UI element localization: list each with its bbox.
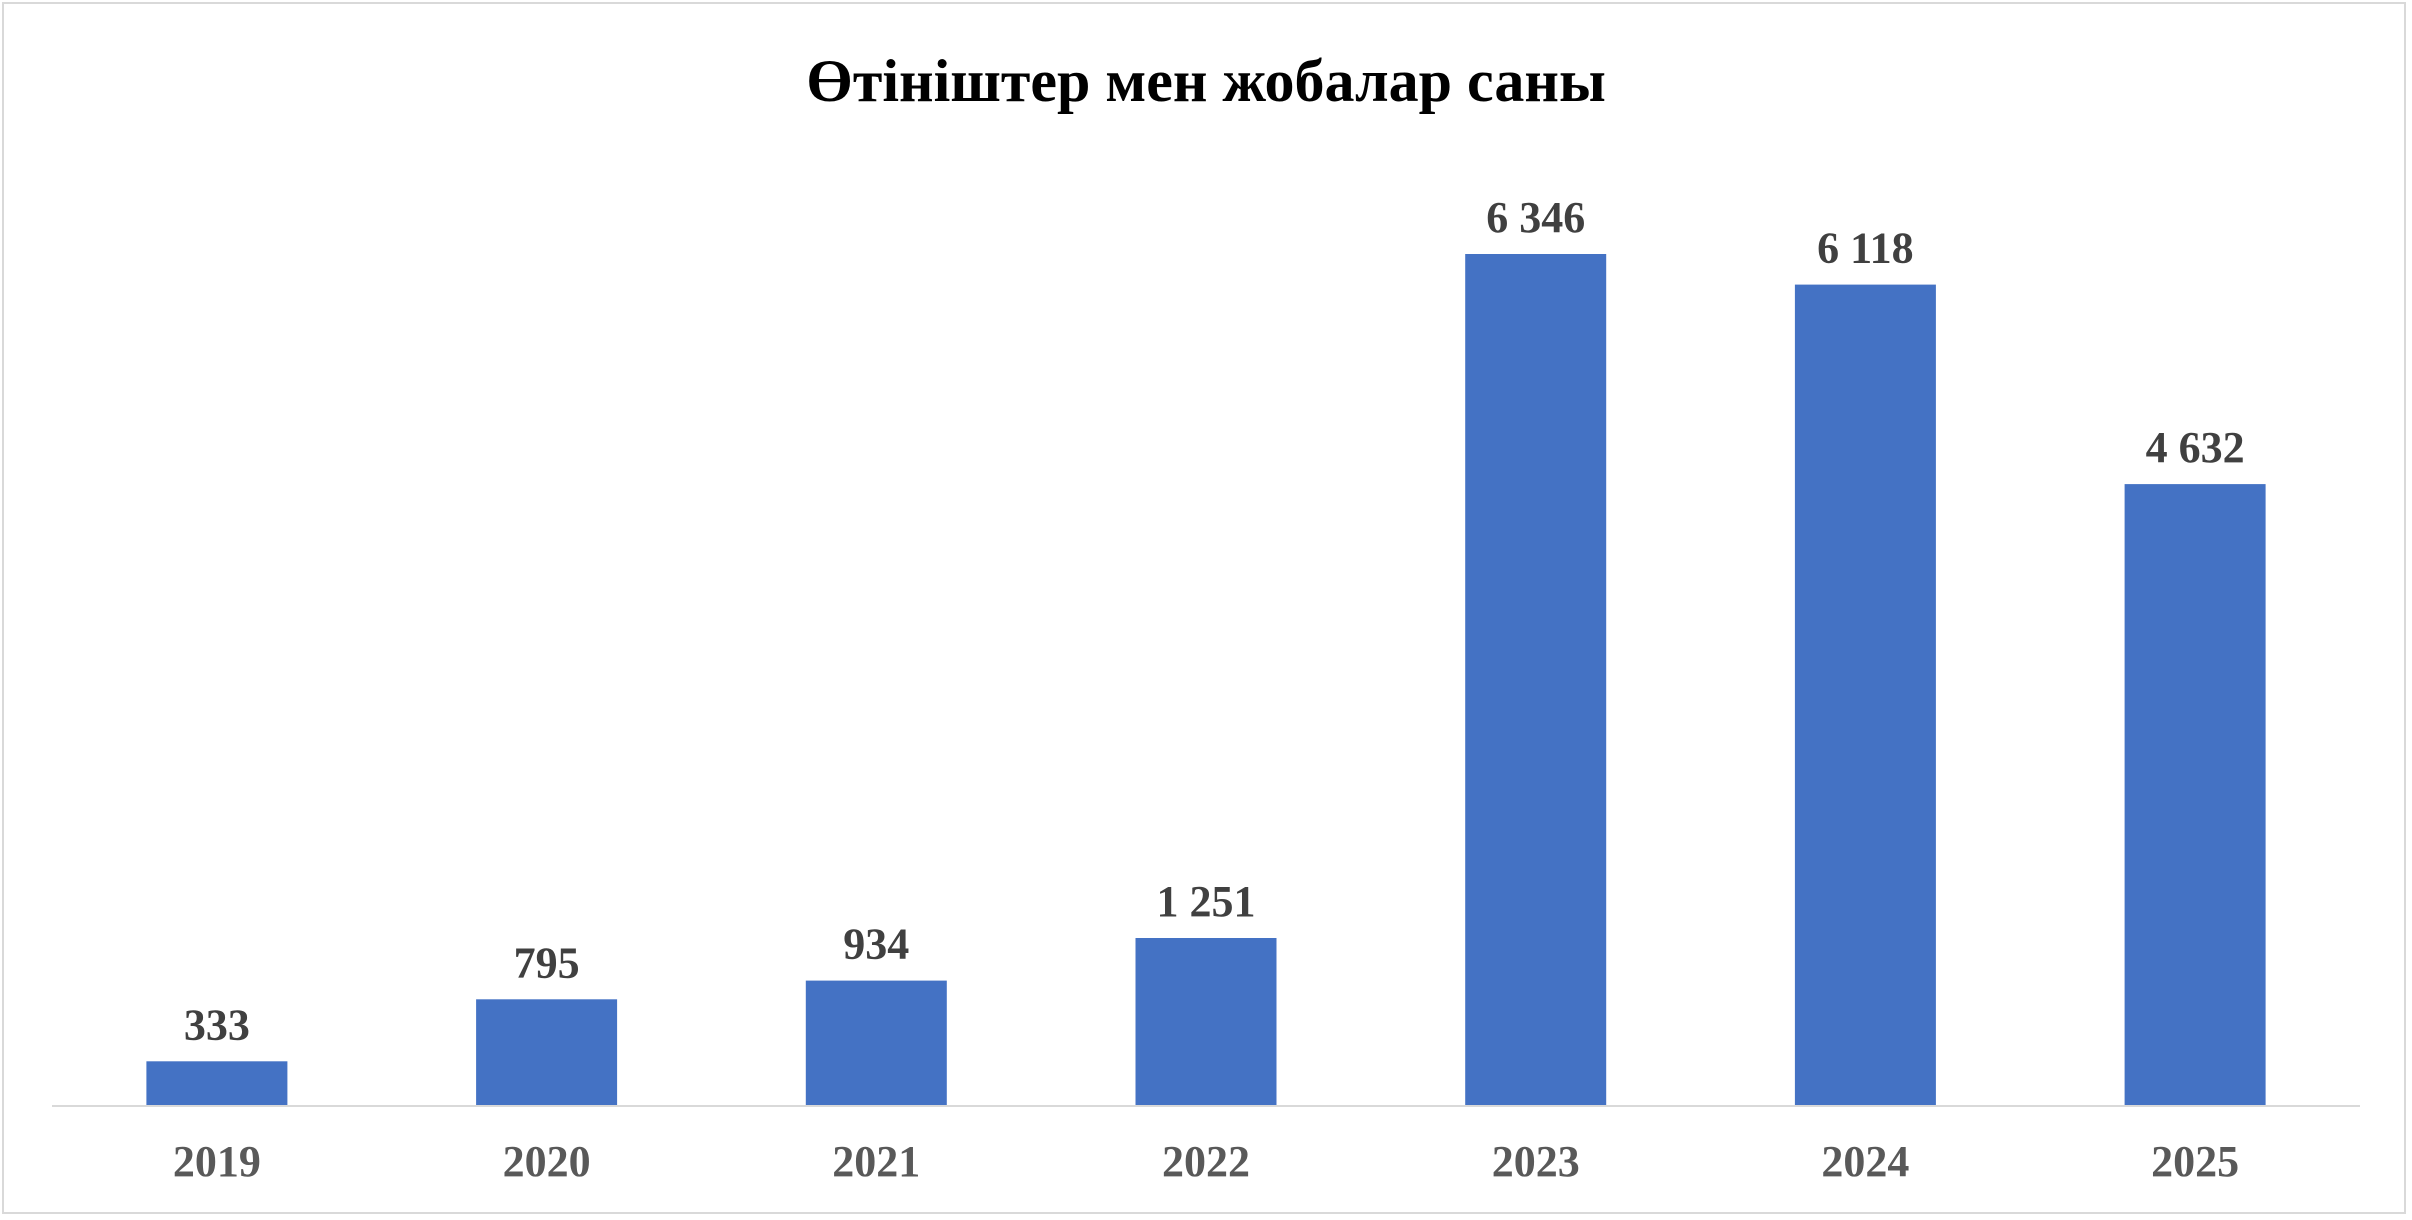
x-tick-label-2022: 2022: [1162, 1137, 1250, 1186]
data-label-2020: 795: [514, 938, 580, 987]
bar-2019: [146, 1061, 288, 1106]
data-label-2025: 4 632: [2146, 423, 2245, 472]
bar-2024: [1794, 284, 1936, 1107]
data-label-2022: 1 251: [1157, 877, 1256, 926]
x-tick-label-2024: 2024: [1821, 1137, 1909, 1186]
data-label-2021: 934: [843, 920, 909, 969]
data-label-2024: 6 118: [1817, 224, 1914, 273]
bars-layer: [146, 254, 2266, 1107]
bar-2021: [805, 980, 947, 1106]
x-tick-label-2023: 2023: [1492, 1137, 1580, 1186]
bar-2025: [2124, 484, 2266, 1107]
x-tick-label-2019: 2019: [173, 1137, 261, 1186]
bar-2020: [476, 999, 618, 1106]
x-tick-label-2020: 2020: [503, 1137, 591, 1186]
data-labels-layer: 333 795 934 1 251 6 346 6 118 4 632: [184, 193, 2245, 1049]
chart-title: Өтініштер мен жобалар саны: [806, 48, 1606, 114]
x-tick-label-2021: 2021: [832, 1137, 920, 1186]
bar-2023: [1465, 254, 1607, 1106]
bar-2022: [1135, 938, 1277, 1106]
x-tick-labels-layer: 2019 2020 2021 2022 2023 2024 2025: [173, 1137, 2239, 1186]
data-label-2019: 333: [184, 1000, 250, 1049]
x-tick-label-2025: 2025: [2151, 1137, 2239, 1186]
data-label-2023: 6 346: [1486, 193, 1585, 242]
